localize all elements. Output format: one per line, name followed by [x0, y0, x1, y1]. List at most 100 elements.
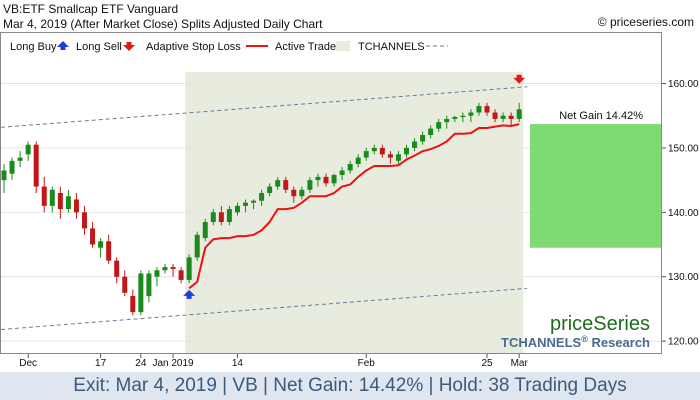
candle-body [275, 180, 281, 187]
candle-body [122, 276, 128, 293]
priceseries-logo: priceSeries [550, 313, 650, 335]
candle-body [218, 212, 224, 222]
legend-down-arrow-icon [123, 42, 135, 51]
candle-body [162, 267, 168, 271]
candle-body [468, 112, 474, 116]
y-tick-label: 140.00 [668, 208, 699, 219]
candle-body [98, 241, 104, 248]
candle-body [178, 270, 184, 280]
net-gain-group: Net Gain 14.42% [530, 110, 661, 248]
candle-body [460, 115, 466, 118]
candle-body [299, 189, 305, 197]
candle-body [331, 174, 337, 184]
legend-label-tchannels: TCHANNELS [358, 41, 425, 53]
candle-body [347, 164, 353, 171]
candle-body [146, 273, 152, 297]
chart-subtitle: Mar 4, 2019 (After Market Close) Splits … [3, 17, 323, 31]
legend-label-active-trade: Active Trade [275, 41, 336, 53]
candles-group [1, 102, 522, 316]
candle-body [73, 199, 79, 213]
candle-body [130, 296, 136, 313]
branding-group: priceSeries TCHANNELS® Research [501, 313, 650, 350]
x-tick-label: 14 [232, 358, 244, 369]
legend-label-stop-loss: Adaptive Stop Loss [146, 41, 241, 53]
y-tick-label: 120.00 [668, 337, 699, 348]
legend: Long Buy Long Sell Adaptive Stop Loss Activ… [10, 41, 448, 53]
x-tick-label: Jan 2019 [152, 358, 194, 369]
candle-body [291, 189, 297, 197]
candle-body [363, 151, 369, 158]
candle-body [243, 202, 248, 206]
candle-body [226, 209, 232, 222]
candle-body [452, 117, 458, 119]
candle-body [49, 189, 55, 206]
candle-body [90, 228, 96, 245]
tchannel-upper-line [0, 86, 528, 128]
adaptive-stop-loss-line [188, 123, 520, 290]
y-tick-label: 130.00 [668, 272, 699, 283]
candle-body [114, 260, 120, 277]
long-sell-arrow-icon [513, 74, 526, 84]
long-buy-arrow-icon [183, 289, 196, 299]
axes-group: 120.00 130.00 140.00 150.00 160.00 Dec 17 24 Jan… [19, 79, 699, 369]
candle-body [500, 115, 506, 119]
candle-body [484, 106, 490, 113]
legend-label-long-sell: Long Sell [76, 41, 122, 53]
candle-body [404, 147, 409, 155]
candle-body [267, 186, 273, 193]
candle-body [379, 147, 385, 155]
candle-body [283, 180, 289, 190]
candle-body [9, 160, 15, 174]
signals-group [183, 74, 526, 299]
candle-body [444, 118, 450, 123]
candle-body [339, 170, 345, 175]
net-gain-label: Net Gain 14.42% [559, 110, 643, 122]
candle-body [508, 115, 514, 119]
candle-body [25, 144, 31, 155]
candle-body [436, 122, 442, 129]
candle-body [315, 176, 321, 181]
candle-body [387, 154, 393, 158]
price-chart: Net Gain 14.42% 120.00 130.00 140.00 150.00… [0, 32, 699, 369]
net-gain-box [530, 124, 661, 248]
candle-body [371, 147, 377, 152]
stop-loss-group [188, 123, 520, 290]
x-tick-label: Feb [358, 358, 376, 369]
candle-body [17, 157, 23, 161]
candle-body [194, 234, 200, 258]
footer-summary: Exit: Mar 4, 2019 | VB | Net Gain: 14.42… [0, 372, 700, 400]
legend-shaded-box-icon [336, 41, 350, 51]
candle-body [420, 135, 426, 142]
symbol-title: VB:ETF Smallcap ETF Vanguard [3, 2, 179, 16]
candle-body [57, 193, 63, 210]
candle-body [516, 109, 522, 119]
candle-body [323, 176, 329, 184]
tchannel-lower-line [0, 287, 528, 331]
candle-body [259, 193, 265, 201]
x-tick-label: 25 [481, 358, 493, 369]
candle-body [210, 212, 216, 222]
candle-body [476, 106, 482, 113]
tchannels-research-label: TCHANNELS® Research [501, 334, 650, 350]
candle-body [82, 212, 87, 229]
candle-body [395, 154, 401, 161]
candle-body [170, 267, 176, 269]
candle-body [41, 186, 47, 206]
x-tick-label: Dec [19, 358, 37, 369]
legend-up-arrow-icon [57, 41, 69, 50]
candle-body [202, 221, 208, 239]
candle-body [251, 200, 257, 203]
copyright-label: © priceseries.com [597, 15, 694, 29]
candle-body [492, 112, 498, 119]
candle-body [33, 144, 39, 187]
candle-body [1, 170, 7, 181]
candle-body [234, 205, 240, 213]
legend-label-long-buy: Long Buy [10, 41, 57, 53]
tchannels-group [0, 86, 528, 331]
candle-body [186, 257, 192, 280]
candle-body [154, 270, 160, 277]
candle-body [65, 196, 71, 210]
x-tick-label: 17 [95, 358, 107, 369]
candle-body [106, 241, 112, 261]
x-tick-label: Mar [511, 358, 529, 369]
